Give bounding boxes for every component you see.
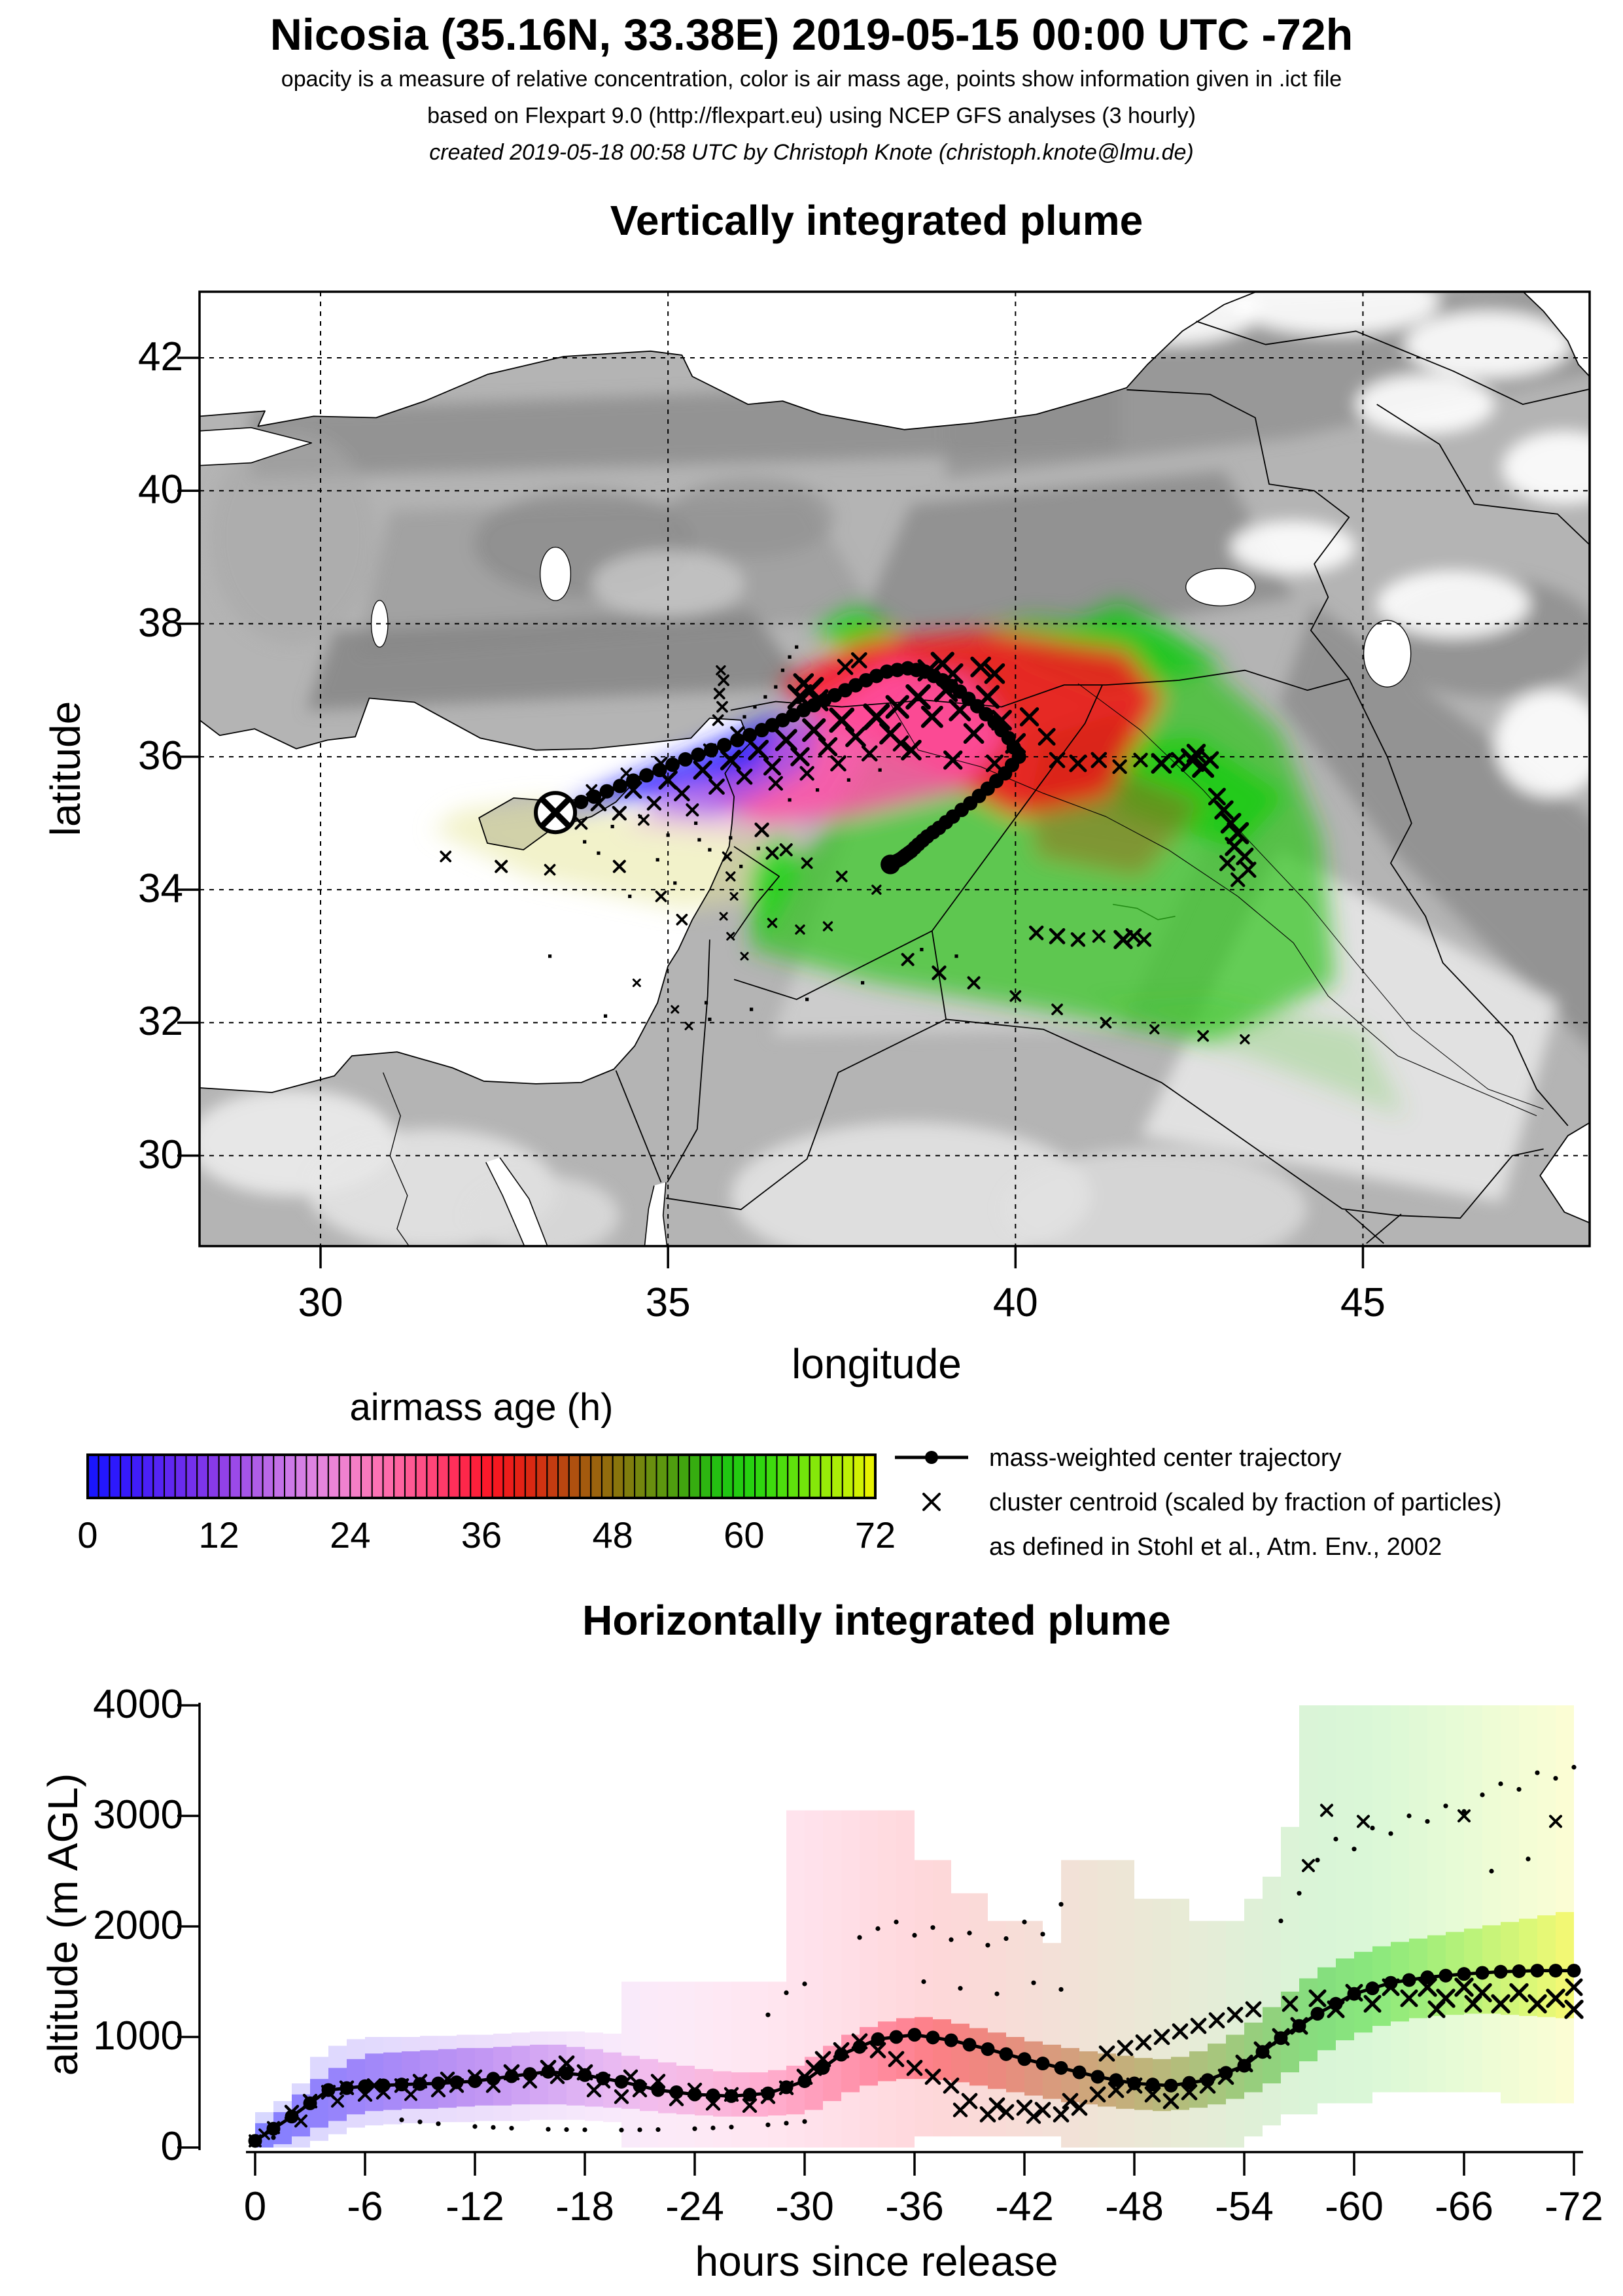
lat-tick-38: 38 xyxy=(138,600,183,646)
map-canvas xyxy=(200,292,1590,1246)
lon-tick-30: 30 xyxy=(298,1280,343,1325)
profile-plot xyxy=(177,1703,1584,2176)
legend-symbols xyxy=(895,1451,968,1511)
hour-tick--36: -36 xyxy=(885,2184,944,2229)
legend-trajectory-label: mass-weighted center trajectory xyxy=(989,1444,1342,1472)
hour-tick--24: -24 xyxy=(665,2184,724,2229)
profile-x-axis-title: hours since release xyxy=(695,2238,1058,2285)
lat-tick-32: 32 xyxy=(138,999,183,1045)
legend-cluster-label-1: cluster centroid (scaled by fraction of … xyxy=(989,1489,1502,1516)
colorbar xyxy=(86,1453,877,1499)
lat-tick-34: 34 xyxy=(138,866,183,912)
colorbar-tick-60: 60 xyxy=(724,1514,765,1556)
colorbar-tick-72: 72 xyxy=(854,1514,896,1556)
alt-tick-3000: 3000 xyxy=(93,1792,183,1837)
hour-tick--18: -18 xyxy=(555,2184,614,2229)
alt-tick-2000: 2000 xyxy=(93,1903,183,1948)
subtitle-line-3: created 2019-05-18 00:58 UTC by Christop… xyxy=(429,140,1194,165)
lat-tick-30: 30 xyxy=(138,1132,183,1177)
map-trajectory xyxy=(548,661,1026,875)
lon-tick-35: 35 xyxy=(645,1280,691,1325)
profile-y-axis-title: altitude (m AGL) xyxy=(39,1773,86,2076)
hour-tick--72: -72 xyxy=(1544,2184,1603,2229)
profile-mean-trajectory xyxy=(248,1964,1581,2148)
hour-tick-0: 0 xyxy=(243,2184,267,2229)
colorbar-tick-36: 36 xyxy=(461,1514,502,1556)
colorbar-tick-48: 48 xyxy=(592,1514,633,1556)
lon-tick-40: 40 xyxy=(992,1280,1038,1325)
colorbar-tick-0: 0 xyxy=(77,1514,98,1556)
map-y-axis-title: latitude xyxy=(42,701,89,837)
hour-tick--42: -42 xyxy=(995,2184,1054,2229)
colorbar-title: airmass age (h) xyxy=(349,1386,614,1429)
hour-tick--12: -12 xyxy=(445,2184,504,2229)
colorbar-tick-12: 12 xyxy=(198,1514,239,1556)
subtitle-line-1: opacity is a measure of relative concent… xyxy=(281,67,1342,92)
alt-tick-0: 0 xyxy=(160,2124,183,2169)
lon-tick-45: 45 xyxy=(1340,1280,1386,1325)
legend-cluster-label-2: as defined in Stohl et al., Atm. Env., 2… xyxy=(989,1533,1442,1561)
plume-overlay xyxy=(432,600,1405,1116)
lat-tick-36: 36 xyxy=(138,733,183,778)
hour-tick--48: -48 xyxy=(1105,2184,1164,2229)
map-x-axis-title: longitude xyxy=(792,1340,962,1387)
map-gridlines xyxy=(200,292,1590,1246)
profile-age-columns xyxy=(255,1705,1574,2148)
hour-tick--66: -66 xyxy=(1435,2184,1493,2229)
profile-plot-title: Horizontally integrated plume xyxy=(582,1597,1171,1644)
hour-tick--54: -54 xyxy=(1215,2184,1274,2229)
lat-tick-40: 40 xyxy=(138,467,183,513)
profile-point-dots xyxy=(253,1765,1577,2147)
hour-tick--60: -60 xyxy=(1325,2184,1384,2229)
colorbar-tick-24: 24 xyxy=(330,1514,371,1556)
lat-tick-42: 42 xyxy=(138,334,183,379)
alt-tick-4000: 4000 xyxy=(93,1682,183,1727)
main-title: Nicosia (35.16N, 33.38E) 2019-05-15 00:0… xyxy=(270,10,1353,60)
subtitle-line-2: based on Flexpart 9.0 (http://flexpart.e… xyxy=(427,103,1196,128)
release-site-marker xyxy=(534,791,578,835)
hour-tick--6: -6 xyxy=(347,2184,383,2229)
hour-tick--30: -30 xyxy=(775,2184,834,2229)
map-cluster-centroids xyxy=(440,645,1257,1045)
map-plot-title: Vertically integrated plume xyxy=(610,197,1143,244)
map-plot xyxy=(177,290,1591,1268)
alt-tick-1000: 1000 xyxy=(93,2013,183,2059)
